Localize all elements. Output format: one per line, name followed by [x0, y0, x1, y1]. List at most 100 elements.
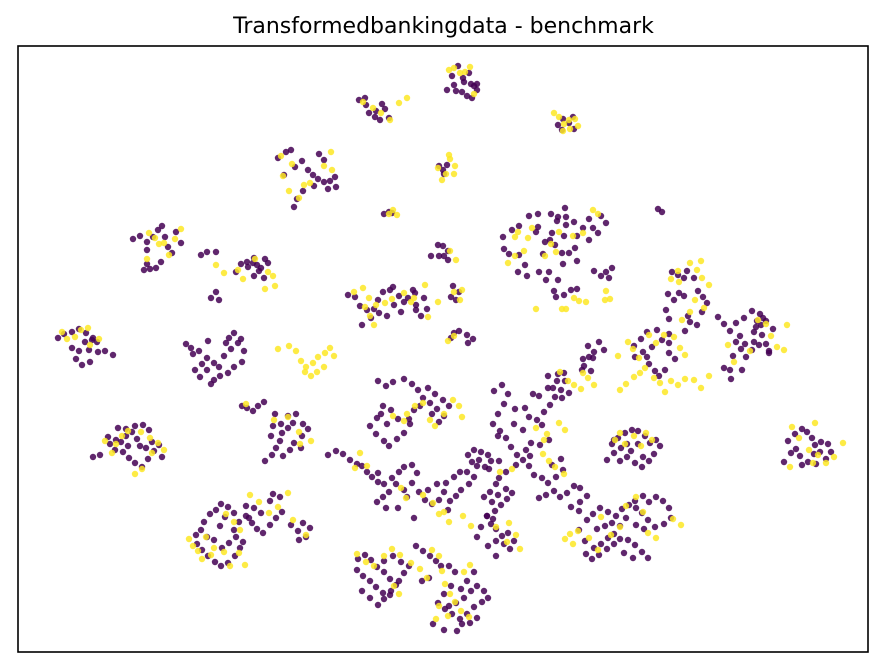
scatter-point-class-0 — [397, 308, 405, 316]
scatter-point-class-1 — [754, 316, 762, 324]
scatter-point-class-1 — [667, 377, 675, 385]
scatter-point-class-0 — [131, 422, 139, 430]
scatter-point-class-0 — [212, 506, 220, 514]
scatter-point-class-0 — [660, 520, 668, 528]
scatter-point-class-0 — [664, 290, 672, 298]
scatter-point-class-1 — [678, 316, 686, 324]
scatter-point-class-0 — [304, 425, 312, 433]
scatter-point-class-0 — [732, 338, 740, 346]
scatter-point-class-0 — [380, 568, 388, 576]
scatter-point-class-0 — [136, 442, 144, 450]
scatter-point-class-0 — [385, 442, 393, 450]
scatter-point-class-0 — [389, 378, 397, 386]
scatter-point-class-0 — [573, 285, 581, 293]
scatter-point-class-1 — [265, 509, 273, 517]
scatter-point-class-1 — [444, 612, 452, 620]
scatter-point-class-0 — [443, 161, 451, 169]
scatter-point-class-0 — [595, 338, 603, 346]
scatter-point-class-0 — [720, 320, 728, 328]
scatter-point-class-0 — [550, 287, 558, 295]
scatter-point-class-1 — [614, 352, 622, 360]
scatter-point-class-1 — [450, 332, 458, 340]
scatter-point-class-0 — [565, 389, 573, 397]
scatter-point-class-0 — [447, 582, 455, 590]
scatter-point-class-0 — [210, 536, 218, 544]
scatter-point-class-1 — [641, 364, 649, 372]
scatter-point-class-0 — [395, 577, 403, 585]
scatter-point-class-0 — [640, 525, 648, 533]
scatter-point-class-0 — [475, 456, 483, 464]
scatter-point-class-0 — [565, 249, 573, 257]
scatter-point-class-0 — [392, 480, 400, 488]
scatter-point-class-1 — [235, 549, 243, 557]
scatter-point-class-0 — [558, 394, 566, 402]
scatter-point-class-0 — [665, 504, 673, 512]
scatter-point-class-1 — [112, 440, 120, 448]
scatter-point-class-1 — [449, 396, 457, 404]
scatter-point-class-0 — [277, 420, 285, 428]
scatter-point-class-0 — [306, 524, 314, 532]
scatter-point-class-0 — [433, 480, 441, 488]
scatter-point-class-0 — [405, 415, 413, 423]
scatter-point-class-1 — [386, 116, 394, 124]
scatter-point-class-1 — [550, 109, 558, 117]
scatter-point-class-1 — [440, 410, 448, 418]
scatter-point-class-1 — [171, 235, 179, 243]
scatter-point-class-1 — [274, 345, 282, 353]
scatter-point-class-0 — [409, 286, 417, 294]
scatter-point-class-1 — [307, 372, 315, 380]
scatter-point-class-0 — [292, 410, 300, 418]
scatter-point-class-1 — [450, 64, 458, 72]
scatter-point-class-1 — [284, 413, 292, 421]
scatter-point-class-1 — [700, 304, 708, 312]
scatter-point-class-0 — [451, 568, 459, 576]
scatter-point-class-1 — [458, 413, 466, 421]
scatter-point-class-0 — [554, 121, 562, 129]
scatter-point-class-1 — [635, 354, 643, 362]
scatter-point-class-0 — [266, 497, 274, 505]
scatter-point-class-0 — [331, 173, 339, 181]
scatter-point-class-0 — [389, 552, 397, 560]
scatter-point-class-0 — [400, 375, 408, 383]
scatter-point-class-0 — [484, 451, 492, 459]
scatter-point-class-1 — [675, 278, 683, 286]
scatter-point-class-1 — [624, 338, 632, 346]
scatter-point-class-0 — [198, 360, 206, 368]
scatter-point-class-0 — [406, 420, 414, 428]
scatter-point-class-0 — [374, 478, 382, 486]
scatter-point-class-0 — [248, 519, 256, 527]
scatter-point-class-0 — [359, 572, 367, 580]
scatter-point-class-0 — [541, 238, 549, 246]
scatter-point-class-0 — [512, 461, 520, 469]
scatter-point-class-0 — [484, 542, 492, 550]
scatter-point-class-0 — [726, 366, 734, 374]
scatter-point-class-0 — [519, 426, 527, 434]
scatter-point-class-0 — [538, 421, 546, 429]
scatter-point-class-0 — [780, 458, 788, 466]
scatter-point-class-0 — [542, 276, 550, 284]
scatter-point-class-1 — [411, 402, 419, 410]
scatter-point-class-0 — [513, 451, 521, 459]
scatter-point-class-1 — [676, 344, 684, 352]
scatter-point-class-1 — [569, 540, 577, 548]
scatter-point-class-1 — [220, 548, 228, 556]
scatter-point-class-0 — [662, 306, 670, 314]
scatter-point-class-1 — [788, 423, 796, 431]
scatter-point-class-0 — [515, 222, 523, 230]
scatter-point-class-0 — [762, 340, 770, 348]
scatter-point-class-0 — [560, 291, 568, 299]
scatter-point-class-1 — [434, 298, 442, 306]
scatter-point-class-0 — [824, 440, 832, 448]
scatter-point-class-1 — [288, 160, 296, 168]
scatter-point-class-0 — [545, 268, 553, 276]
scatter-point-class-1 — [445, 66, 453, 74]
scatter-point-class-0 — [561, 204, 569, 212]
scatter-point-class-0 — [645, 498, 653, 506]
scatter-point-class-0 — [585, 353, 593, 361]
scatter-point-class-0 — [504, 390, 512, 398]
scatter-point-class-0 — [522, 446, 530, 454]
scatter-point-class-0 — [570, 218, 578, 226]
scatter-point-class-0 — [579, 224, 587, 232]
scatter-point-class-0 — [200, 518, 208, 526]
